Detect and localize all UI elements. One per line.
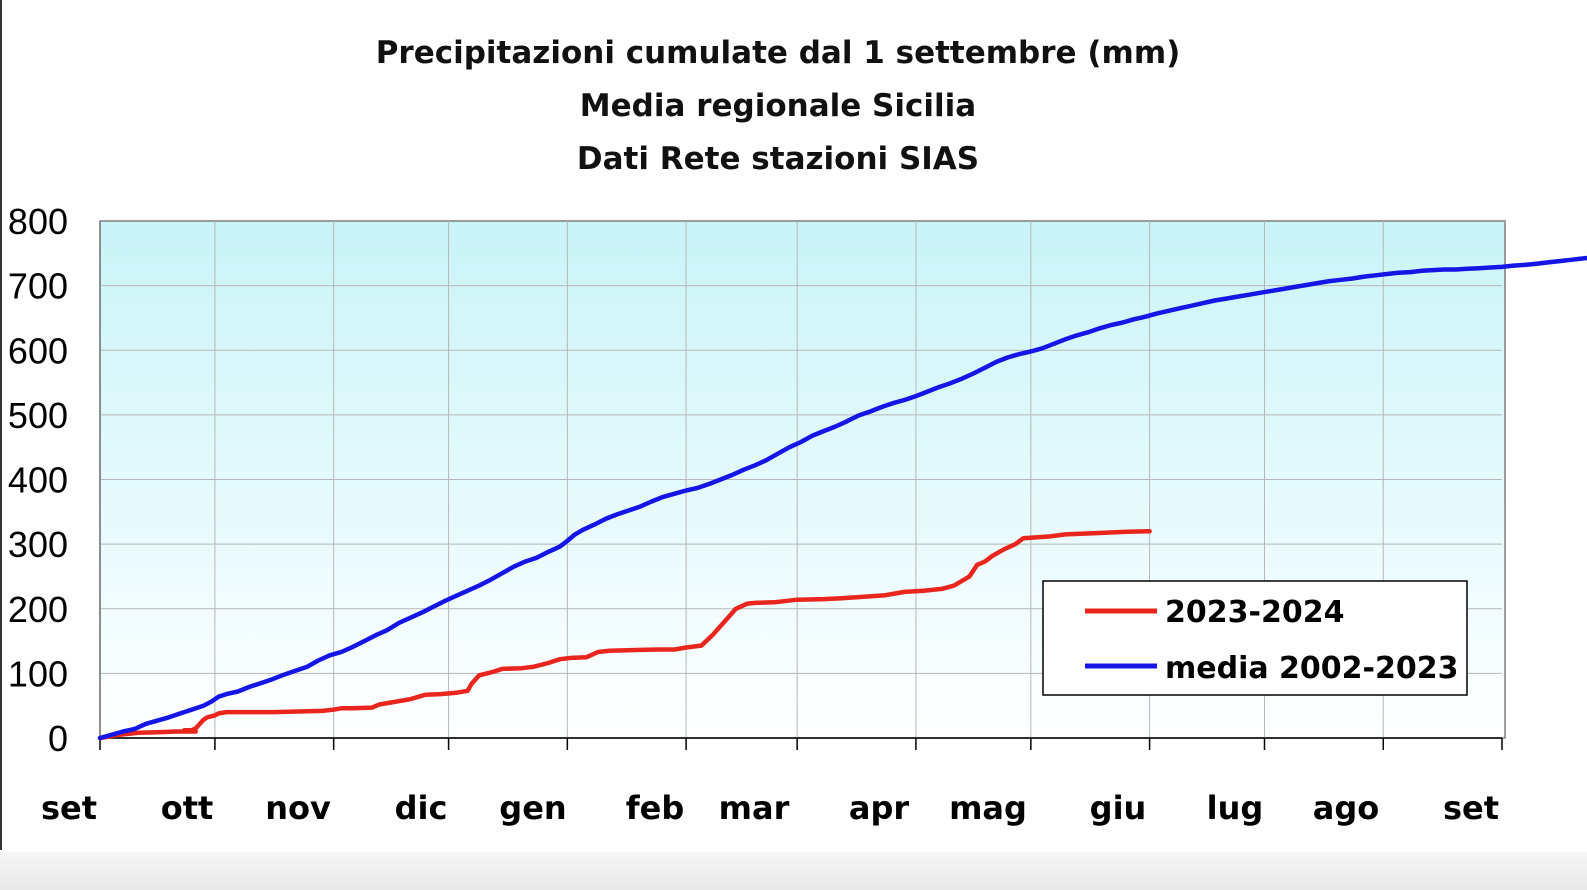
x-tick-label: mar xyxy=(719,789,790,827)
x-tick-label: ago xyxy=(1313,789,1379,827)
x-tick-label: ott xyxy=(161,789,214,827)
x-tick-label: mag xyxy=(949,789,1027,827)
y-tick-label: 500 xyxy=(8,395,68,436)
y-tick-label: 0 xyxy=(48,718,68,759)
series-line-media xyxy=(97,255,1587,741)
y-tick-label: 100 xyxy=(8,653,68,694)
x-tick-label: giu xyxy=(1090,789,1147,827)
frame-border xyxy=(0,0,2,850)
chart-title: Precipitazioni cumulate dal 1 settembre … xyxy=(376,35,1181,71)
legend: 2023-2024 media 2002-2023 xyxy=(1042,580,1468,696)
y-tick-label: 800 xyxy=(8,201,68,242)
x-tick-label: feb xyxy=(626,789,685,827)
x-tick-label: lug xyxy=(1207,789,1264,827)
y-tick-label: 700 xyxy=(8,266,68,307)
chart-subtitle-2: Dati Rete stazioni SIAS xyxy=(577,141,979,177)
chart-subtitle-1: Media regionale Sicilia xyxy=(580,88,976,124)
x-tick-label: dic xyxy=(395,789,448,827)
series-lines xyxy=(97,255,1587,741)
x-tick-label: set xyxy=(41,789,97,827)
x-tick-marks xyxy=(99,221,1503,750)
x-tick-label: nov xyxy=(265,789,331,827)
legend-label-media: media 2002-2023 xyxy=(1165,651,1459,686)
y-tick-label: 200 xyxy=(8,589,68,630)
y-tick-label: 600 xyxy=(8,330,68,371)
x-tick-label: gen xyxy=(499,789,566,827)
x-axis-labels: set ott nov dic gen feb mar apr mag giu lug ago set xyxy=(41,789,1499,827)
legend-label-2023-2024: 2023-2024 xyxy=(1165,595,1344,630)
x-tick-label: apr xyxy=(849,789,910,827)
y-tick-label: 400 xyxy=(8,460,68,501)
x-tick-label: set xyxy=(1443,789,1499,827)
y-tick-label: 300 xyxy=(8,524,68,565)
bottom-bar xyxy=(0,852,1587,890)
y-axis-labels: 0 100 200 300 400 500 600 700 800 xyxy=(8,201,68,759)
legend-box xyxy=(1042,580,1468,696)
series-line-2023-2024 xyxy=(97,528,1152,741)
